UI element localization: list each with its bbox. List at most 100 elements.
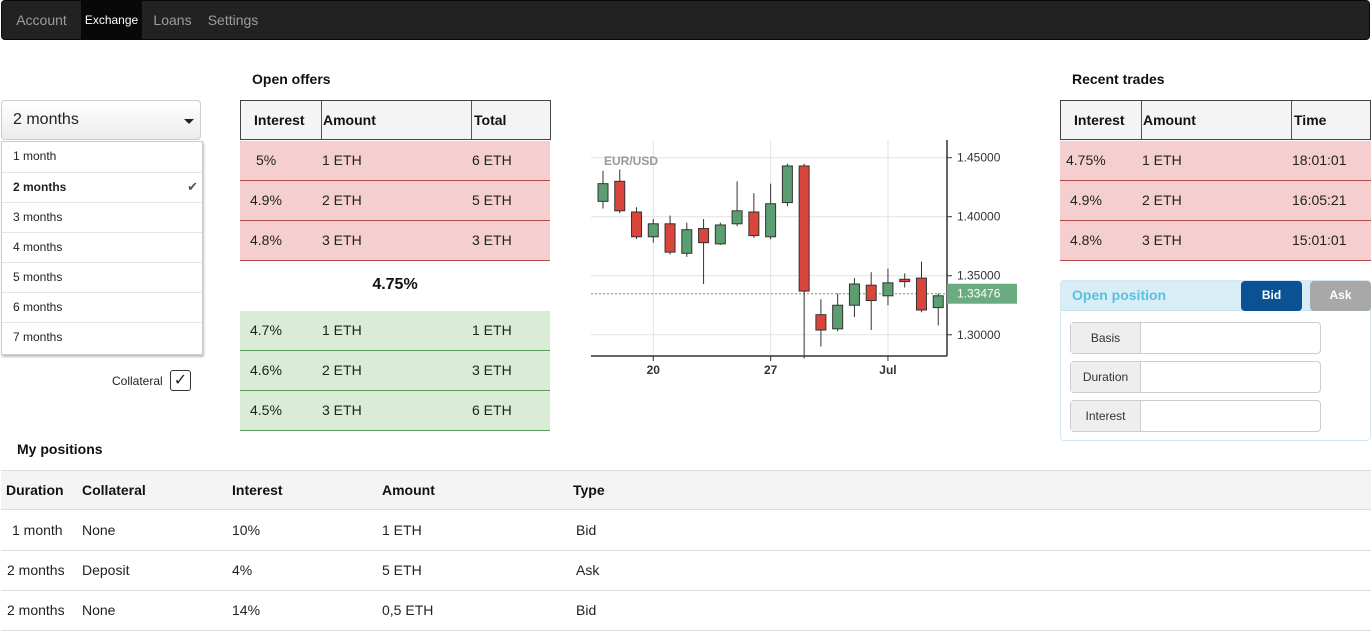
basis-input[interactable] — [1142, 323, 1320, 353]
duration-select[interactable]: 2 months — [1, 100, 201, 140]
position-collateral: Deposit — [82, 562, 130, 578]
chart-axes: 1.45000 1.40000 1.35000 1.30000 20 27 Jul 1.334… — [591, 140, 1017, 377]
duration-field: Duration — [1070, 361, 1321, 393]
bid-interest: 4.5% — [250, 402, 282, 418]
my-positions-header: Duration Collateral Interest Amount Type — [1, 470, 1371, 510]
bid-total: 6 ETH — [472, 402, 512, 418]
col-type: Type — [573, 482, 605, 498]
candle-body — [798, 165, 810, 292]
bid-row[interactable]: 4.7% 1 ETH 1 ETH — [240, 311, 550, 351]
position-collateral: None — [82, 602, 116, 618]
chart-title: EUR/USD — [604, 154, 658, 168]
candle-body — [882, 282, 894, 297]
duration-option-6-months[interactable]: 6 months — [2, 292, 202, 322]
bid-amount: 2 ETH — [322, 362, 362, 378]
candle-body — [698, 228, 710, 244]
y-tick-label: 1.45000 — [957, 151, 1001, 165]
candle-body — [848, 283, 860, 306]
y-tick-label: 1.35000 — [957, 269, 1001, 283]
duration-option-2-months[interactable]: 2 months ✔ — [2, 172, 202, 202]
ask-row[interactable]: 4.9% 2 ETH 5 ETH — [240, 181, 550, 221]
trade-time: 15:01:01 — [1292, 232, 1347, 248]
position-duration: 1 month — [12, 522, 63, 538]
col-interest: Interest — [1074, 112, 1125, 128]
bid-row[interactable]: 4.6% 2 ETH 3 ETH — [240, 351, 550, 391]
position-amount: 5 ETH — [382, 562, 422, 578]
duration-option-1-month[interactable]: 1 month — [13, 149, 57, 163]
bid-total: 1 ETH — [472, 322, 512, 338]
recent-trades-title: Recent trades — [1072, 71, 1165, 87]
col-interest: Interest — [232, 482, 283, 498]
trade-interest: 4.9% — [1070, 192, 1102, 208]
caret-down-icon — [184, 119, 194, 124]
candle-body — [832, 304, 844, 330]
candle-body — [647, 223, 659, 238]
recent-trades-header: Interest Amount Time — [1060, 100, 1371, 140]
ask-total: 5 ETH — [472, 192, 512, 208]
collateral-checkbox[interactable]: ✓ — [170, 370, 191, 391]
candle-body — [731, 210, 743, 225]
ask-button[interactable]: Ask — [1310, 281, 1371, 311]
candle-body — [765, 203, 777, 238]
candle-body — [748, 211, 760, 237]
basis-field: Basis — [1070, 322, 1321, 354]
nav-loans[interactable]: Loans — [153, 12, 192, 28]
interest-field: Interest — [1070, 400, 1321, 432]
x-tick-label: Jul — [879, 363, 896, 377]
y-tick-label: 1.30000 — [957, 328, 1001, 342]
position-row[interactable]: 1 month None 10% 1 ETH Bid — [1, 511, 1371, 551]
col-amount: Amount — [323, 112, 376, 128]
candle-body — [597, 183, 609, 202]
x-tick-label: 27 — [764, 363, 778, 377]
duration-option-3-months[interactable]: 3 months — [2, 202, 202, 232]
open-offers-header: Interest Amount Total — [240, 100, 551, 140]
col-duration: Duration — [6, 482, 64, 498]
candle-body — [815, 314, 827, 331]
position-row[interactable]: 2 months Deposit 4% 5 ETH Ask — [1, 551, 1371, 591]
position-interest: 14% — [232, 602, 261, 618]
position-amount: 0,5 ETH — [382, 602, 434, 618]
ask-amount: 3 ETH — [322, 232, 362, 248]
duration-option-5-months[interactable]: 5 months — [2, 262, 202, 292]
duration-option-7-months[interactable]: 7 months — [2, 322, 202, 352]
nav-account[interactable]: Account — [16, 12, 67, 28]
interest-input[interactable] — [1142, 401, 1320, 431]
duration-input[interactable] — [1142, 362, 1320, 392]
ask-amount: 1 ETH — [322, 152, 362, 168]
nav-exchange[interactable]: Exchange — [81, 1, 142, 40]
candle-body — [865, 284, 877, 302]
my-positions-title: My positions — [17, 441, 103, 457]
top-navbar: Account Exchange Loans Settings — [1, 0, 1370, 40]
x-tick-label: 20 — [647, 363, 661, 377]
trade-interest: 4.8% — [1070, 232, 1102, 248]
collateral-label: Collateral — [112, 374, 163, 388]
spread-rate: 4.75% — [372, 276, 418, 293]
col-time: Time — [1294, 112, 1327, 128]
trade-time: 18:01:01 — [1292, 152, 1347, 168]
ask-row[interactable]: 4.8% 3 ETH 3 ETH — [240, 221, 550, 261]
bid-row[interactable]: 4.5% 3 ETH 6 ETH — [240, 391, 550, 431]
nav-settings[interactable]: Settings — [207, 12, 259, 28]
candle-body — [932, 295, 944, 309]
ask-interest: 5% — [256, 152, 277, 168]
open-position-panel: Open position Bid Ask Basis Duration Int… — [1060, 280, 1371, 441]
ask-row[interactable]: 5% 1 ETH 6 ETH — [240, 141, 550, 181]
bid-button[interactable]: Bid — [1241, 281, 1302, 311]
duration-select-value: 2 months — [13, 111, 79, 128]
position-amount: 1 ETH — [382, 522, 422, 538]
position-type: Bid — [576, 602, 597, 618]
position-interest: 10% — [232, 522, 261, 538]
position-type: Bid — [576, 522, 597, 538]
bid-amount: 3 ETH — [322, 402, 362, 418]
col-total: Total — [474, 112, 507, 128]
trade-amount: 1 ETH — [1142, 152, 1182, 168]
duration-option-4-months[interactable]: 4 months — [2, 232, 202, 262]
last-price-marker — [947, 283, 1017, 304]
bid-amount: 1 ETH — [322, 322, 362, 338]
position-type: Ask — [576, 562, 600, 578]
col-interest: Interest — [254, 112, 305, 128]
position-row[interactable]: 2 months None 14% 0,5 ETH Bid — [1, 591, 1371, 631]
y-tick-label: 1.40000 — [957, 210, 1001, 224]
candle-body — [681, 229, 693, 254]
bid-interest: 4.6% — [250, 362, 282, 378]
